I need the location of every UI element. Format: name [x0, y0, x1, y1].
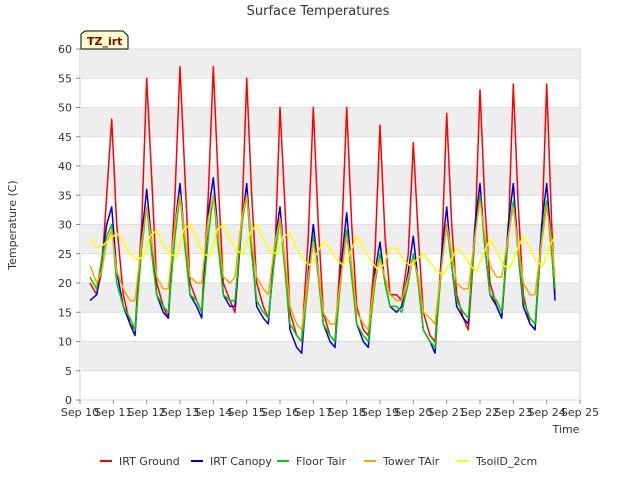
x-tick-label: Sep 19: [361, 406, 399, 419]
x-tick-label: Sep 14: [194, 406, 232, 419]
x-tick-label: Sep 25: [561, 406, 599, 419]
y-tick-label: 15: [58, 306, 72, 319]
x-tick-label: Sep 11: [94, 406, 132, 419]
legend-label: IRT Canopy: [210, 455, 272, 468]
legend-label: Tower TAir: [382, 455, 440, 468]
chart-title: Surface Temperatures: [247, 4, 390, 19]
y-axis-label: Temperature (C): [6, 180, 19, 270]
x-tick-label: Sep 15: [228, 406, 266, 419]
x-tick-label: Sep 24: [528, 406, 566, 419]
y-tick-label: 20: [58, 277, 72, 290]
x-tick-label: Sep 23: [494, 406, 532, 419]
grid-band: [80, 341, 580, 371]
tz-badge: TZ_irt: [80, 30, 129, 50]
y-tick-label: 40: [58, 160, 72, 173]
x-tick-label: Sep 20: [394, 406, 432, 419]
x-tick-label: Sep 10: [61, 406, 99, 419]
x-tick-label: Sep 13: [161, 406, 199, 419]
legend-label: IRT Ground: [119, 455, 180, 468]
x-tick-label: Sep 21: [428, 406, 466, 419]
plot-background: [79, 48, 581, 401]
y-tick-label: 25: [58, 248, 72, 261]
legend-label: TsoilD_2cm: [475, 455, 537, 468]
plot-series: [89, 65, 556, 354]
grid-band: [80, 283, 580, 313]
x-tick-label: Sep 18: [328, 406, 366, 419]
x-tick-label: Sep 16: [261, 406, 299, 419]
legend-label: Floor Tair: [296, 455, 347, 468]
y-tick-label: 50: [58, 102, 72, 115]
grid-band: [80, 107, 580, 137]
x-tick-label: Sep 12: [128, 406, 166, 419]
y-tick-label: 10: [58, 336, 72, 349]
series-line-floor-tair: [89, 194, 556, 349]
grid-band: [80, 49, 580, 79]
series-line-tower-tair: [89, 194, 556, 331]
y-tick-label: 35: [58, 189, 72, 202]
y-tick-label: 30: [58, 219, 72, 232]
y-tick-label: 5: [65, 365, 72, 378]
y-tick-label: 55: [58, 72, 72, 85]
grid-band: [80, 166, 580, 196]
y-axis: 0 5 10 15 20 25 30 35 40 45 50 55 60: [58, 43, 80, 407]
x-axis-label: Time: [552, 423, 580, 436]
x-tick-label: Sep 22: [461, 406, 499, 419]
y-tick-label: 60: [58, 43, 72, 56]
y-tick-label: 0: [65, 394, 72, 407]
y-tick-label: 45: [58, 131, 72, 144]
x-tick-label: Sep 17: [294, 406, 332, 419]
tz-badge-label: TZ_irt: [87, 35, 122, 48]
series-line-tsoild-2cm: [89, 223, 556, 275]
legend: IRT Ground IRT Canopy Floor Tair Tower TAir…: [100, 455, 537, 468]
